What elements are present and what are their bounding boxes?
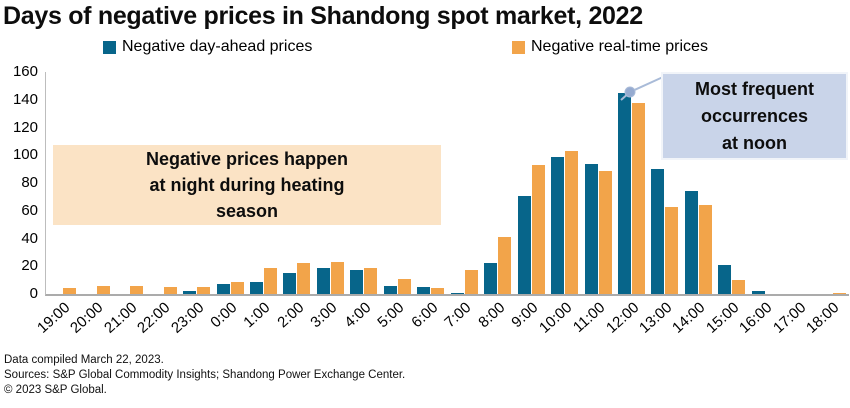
legend-label-real-time: Negative real-time prices [531, 38, 708, 55]
bar-real-time-0:00 [230, 281, 244, 294]
bar-day-ahead-10:00 [551, 156, 565, 294]
bar-day-ahead-8:00 [484, 263, 498, 294]
bar-real-time-12:00 [632, 102, 646, 294]
bar-real-time-1:00 [263, 267, 277, 294]
legend-swatch-real-time-icon [512, 40, 525, 54]
annotation-line: Negative prices happen [145, 149, 349, 169]
bar-day-ahead-2:00 [283, 273, 297, 294]
bar-real-time-14:00 [698, 205, 712, 294]
bar-real-time-2:00 [297, 263, 311, 294]
bar-real-time-6:00 [431, 288, 445, 294]
y-tick-label: 80 [21, 174, 38, 191]
y-tick-label: 120 [12, 118, 38, 136]
bar-real-time-11:00 [598, 170, 612, 294]
bar-day-ahead-4:00 [350, 270, 364, 294]
bar-real-time-4:00 [364, 267, 378, 294]
bar-real-time-13:00 [665, 206, 679, 294]
bar-real-time-3:00 [330, 262, 344, 294]
y-tick-label: 100 [12, 146, 38, 164]
legend: Negative day-ahead prices Negative real-… [0, 38, 850, 58]
y-tick-label: 0 [29, 285, 38, 302]
chart-title: Days of negative prices in Shandong spot… [3, 2, 643, 30]
plot-area [45, 72, 849, 296]
y-tick-label: 160 [12, 63, 38, 80]
legend-label-day-ahead: Negative day-ahead prices [122, 38, 313, 55]
bar-day-ahead-16:00 [751, 291, 765, 294]
bar-real-time-22:00 [163, 287, 177, 294]
bar-day-ahead-6:00 [417, 287, 431, 294]
annotation-night-heating: Negative prices happen at night during he… [53, 145, 441, 225]
bar-real-time-20:00 [96, 285, 110, 294]
bar-day-ahead-5:00 [383, 285, 397, 294]
y-tick-label: 60 [21, 201, 38, 219]
bar-day-ahead-23:00 [183, 291, 197, 294]
footer-copyright: © 2023 S&P Global. [4, 384, 107, 396]
bar-day-ahead-11:00 [584, 163, 598, 294]
bar-real-time-19:00 [63, 288, 77, 294]
y-tick-label: 20 [21, 257, 38, 275]
bar-real-time-21:00 [130, 285, 144, 294]
bar-day-ahead-12:00 [618, 92, 632, 294]
bar-real-time-18:00 [832, 292, 846, 294]
bar-real-time-15:00 [732, 280, 746, 294]
bar-day-ahead-14:00 [684, 191, 698, 294]
bar-day-ahead-0:00 [216, 284, 230, 294]
bar-real-time-7:00 [464, 270, 478, 294]
bar-real-time-8:00 [498, 237, 512, 294]
annotation-noon-callout: Most frequent occurrences at noon [661, 72, 848, 160]
y-tick-label: 140 [12, 90, 38, 108]
bar-day-ahead-3:00 [316, 267, 330, 294]
footer-sources: Sources: S&P Global Commodity Insights; … [4, 369, 406, 381]
bar-day-ahead-7:00 [450, 292, 464, 294]
footer: Data compiled March 22, 2023. Sources: S… [4, 353, 405, 398]
bar-real-time-5:00 [397, 278, 411, 294]
bar-day-ahead-13:00 [651, 169, 665, 294]
annotation-line: at night during heating [149, 175, 345, 195]
bar-day-ahead-1:00 [249, 281, 263, 294]
bar-real-time-23:00 [197, 287, 211, 294]
bar-real-time-9:00 [531, 164, 545, 294]
legend-item-day-ahead: Negative day-ahead prices [103, 38, 312, 56]
bar-day-ahead-15:00 [718, 264, 732, 294]
legend-item-real-time: Negative real-time prices [512, 38, 708, 56]
footer-compiled: Data compiled March 22, 2023. [4, 354, 164, 366]
legend-swatch-day-ahead-icon [103, 40, 116, 54]
y-tick-label: 40 [21, 229, 38, 247]
bar-day-ahead-9:00 [517, 195, 531, 294]
annotation-line: season [215, 201, 279, 221]
bar-real-time-10:00 [565, 151, 579, 294]
annotation-line: occurrences [700, 106, 809, 126]
annotation-line: Most frequent [695, 79, 814, 99]
annotation-line: at noon [722, 133, 787, 153]
